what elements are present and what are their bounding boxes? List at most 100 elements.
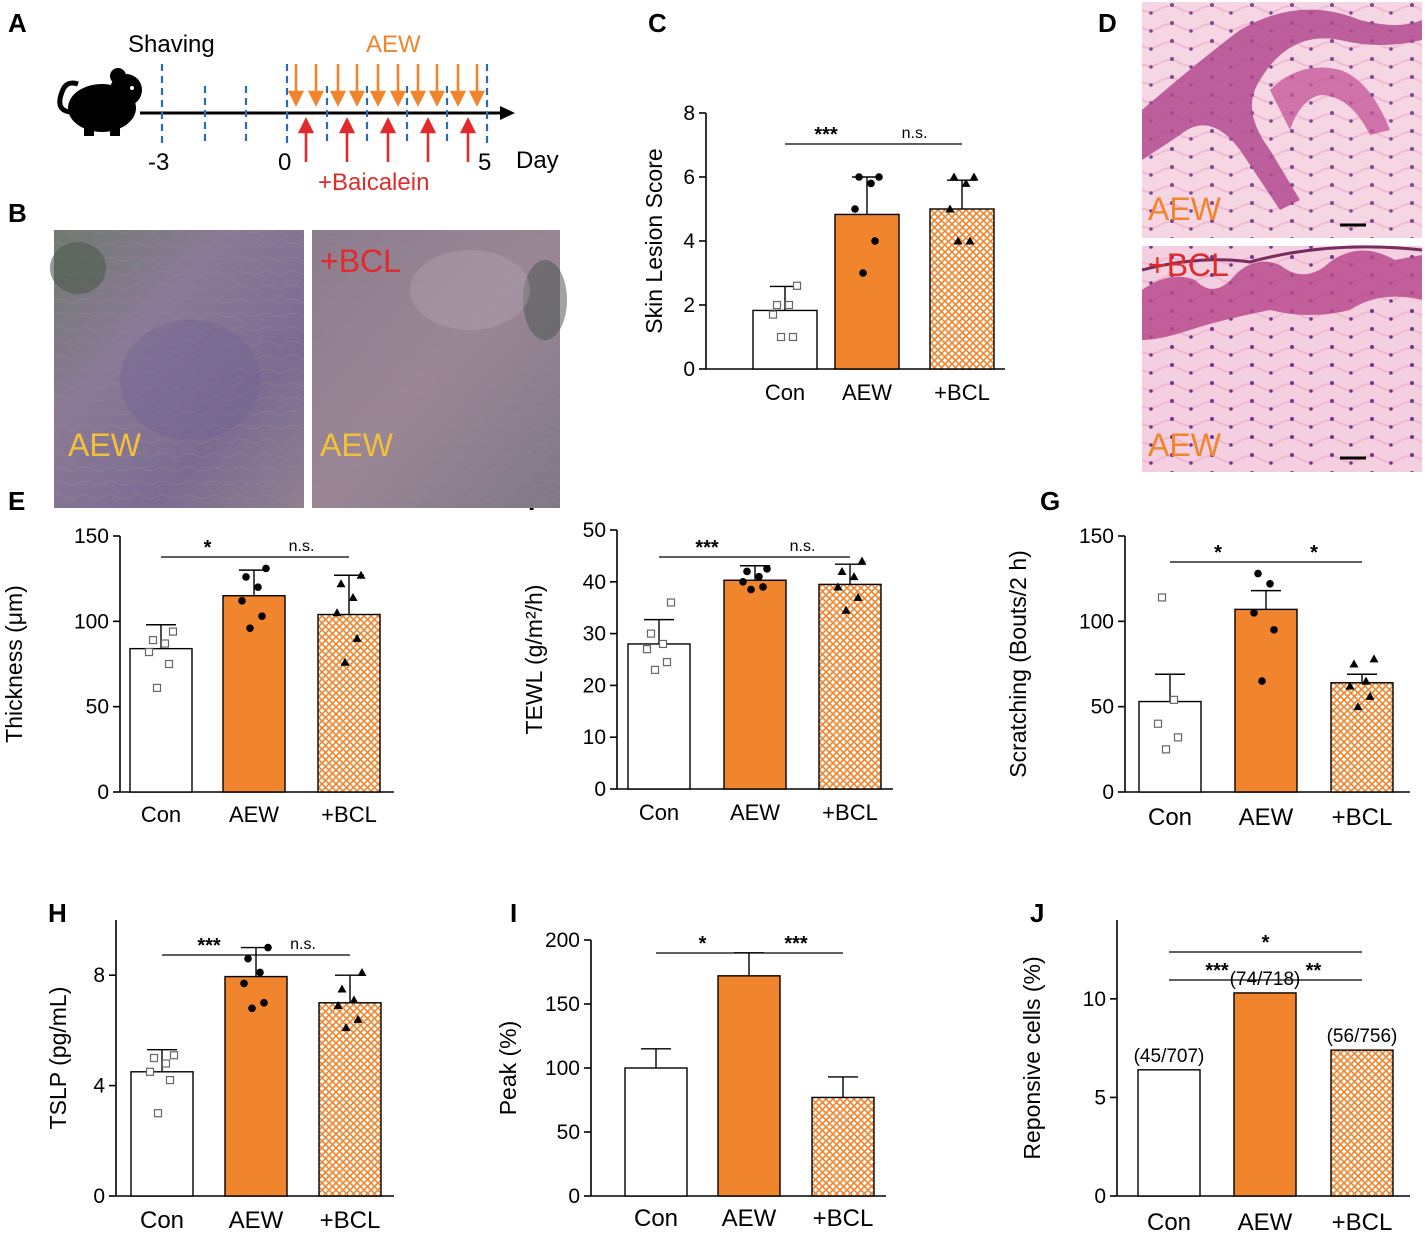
category-label: +BCL: [934, 380, 990, 405]
chart-scratching: 0 50 100 150 Scratching (Bouts/2 h) Con AEW +BC…: [1005, 525, 1410, 831]
data-point: [788, 332, 798, 342]
significance-label: *: [699, 933, 707, 955]
data-point: [164, 659, 174, 669]
chart-tslp: 0 4 8 TSLP (pg/mL) Con AEW +BCL *** n.s.: [45, 920, 394, 1234]
data-point: [871, 237, 879, 245]
data-point: [953, 236, 963, 245]
data-point: [145, 1067, 155, 1076]
aew-arrow: [389, 64, 407, 107]
photo-right-top-label: +BCL: [320, 243, 401, 279]
timeline-day-markers: [160, 64, 489, 145]
data-point: [965, 236, 975, 245]
data-point: [238, 597, 246, 605]
aew-arrow: [369, 64, 387, 107]
photo-aew: [50, 230, 304, 508]
data-point: [348, 592, 358, 601]
data-point: [254, 583, 262, 591]
data-point: [1361, 676, 1371, 685]
photo-right-label: AEW: [320, 427, 394, 463]
panel-letter-d: D: [1098, 8, 1117, 38]
significance-label: *: [204, 537, 212, 559]
histology-aew-image: [1142, 2, 1422, 238]
y-tick-label: 50: [557, 1121, 580, 1144]
data-point: [168, 627, 178, 636]
data-point: [857, 556, 867, 565]
data-point: [859, 269, 867, 277]
baicalein-arrow: [419, 117, 437, 162]
data-point: [763, 565, 771, 573]
baicalein-arrow: [379, 117, 397, 162]
y-tick-label: 50: [583, 519, 606, 542]
y-axis-label: TSLP (pg/mL): [45, 987, 71, 1130]
category-label: AEW: [842, 380, 892, 405]
category-label: AEW: [229, 1207, 284, 1234]
category-label: Con: [141, 802, 181, 827]
data-point: [776, 332, 786, 342]
data-point: [341, 1023, 351, 1032]
aew-arrow: [409, 64, 427, 107]
significance-label: *: [1310, 542, 1318, 564]
data-point: [662, 657, 672, 667]
data-point: [1173, 733, 1183, 742]
category-label: +BCL: [1332, 1209, 1393, 1235]
significance-label: *: [1214, 542, 1222, 564]
y-tick-label: 150: [545, 993, 580, 1016]
category-label: +BCL: [822, 800, 878, 825]
bar: [130, 1071, 194, 1197]
data-point: [658, 639, 668, 649]
data-point: [646, 629, 656, 638]
category-label: AEW: [722, 1205, 777, 1232]
data-point: [945, 204, 955, 213]
data-point: [352, 633, 362, 642]
y-tick-label: 0: [1094, 1185, 1106, 1208]
data-point: [855, 173, 863, 181]
category-label: Con: [765, 380, 805, 405]
chart-skin-lesion-score: 0 2 4 6 8 Skin Lesion Score Con AEW +BCL *** n.s.: [641, 102, 1005, 405]
aew-arrow: [329, 64, 347, 107]
data-point: [739, 578, 747, 586]
category-label: +BCL: [320, 1207, 381, 1234]
data-point: [152, 683, 162, 692]
data-point: [353, 1014, 363, 1023]
category-label: AEW: [1238, 1209, 1293, 1235]
bar: [624, 1067, 688, 1197]
data-point: [969, 172, 979, 181]
tick-label-0: 0: [278, 149, 291, 176]
shaving-label: Shaving: [128, 31, 215, 58]
day-unit-label: Day: [516, 147, 559, 174]
data-point: [1254, 569, 1262, 578]
y-tick-label: 5: [1094, 1086, 1106, 1109]
timeline-panel: Shaving AEW +Baicalein -3 0 5 Day: [57, 31, 559, 196]
aew-timeline-label: AEW: [366, 31, 421, 58]
bar: [811, 1096, 875, 1197]
bar: [834, 213, 900, 370]
data-point: [258, 612, 266, 621]
bar: [317, 613, 381, 793]
aew-arrow: [449, 64, 467, 107]
data-point: [349, 995, 359, 1004]
y-tick-label: 0: [594, 778, 606, 801]
category-label: +BCL: [321, 802, 377, 827]
y-axis-label: TEWL (g/m²/h): [521, 585, 547, 735]
data-point: [242, 573, 250, 581]
data-point: [256, 968, 264, 977]
y-tick-label: 10: [1083, 988, 1106, 1011]
panel-letter-g: G: [1040, 486, 1060, 516]
data-point: [165, 1075, 175, 1085]
data-point: [153, 1109, 163, 1118]
histology-bcl-image: [1141, 245, 1423, 472]
bar: [929, 208, 995, 370]
bar: [1330, 1049, 1394, 1197]
bar: [224, 975, 288, 1197]
data-point: [1157, 593, 1167, 602]
histology-bcl-label: +BCL: [1148, 247, 1229, 283]
data-point: [1365, 691, 1375, 700]
bar: [717, 975, 781, 1197]
y-axis-label: Reponsive cells (%): [1019, 956, 1045, 1159]
y-tick-label: 20: [583, 674, 606, 697]
category-label: Con: [639, 800, 679, 825]
data-point: [792, 281, 802, 290]
category-label: +BCL: [1332, 804, 1393, 831]
